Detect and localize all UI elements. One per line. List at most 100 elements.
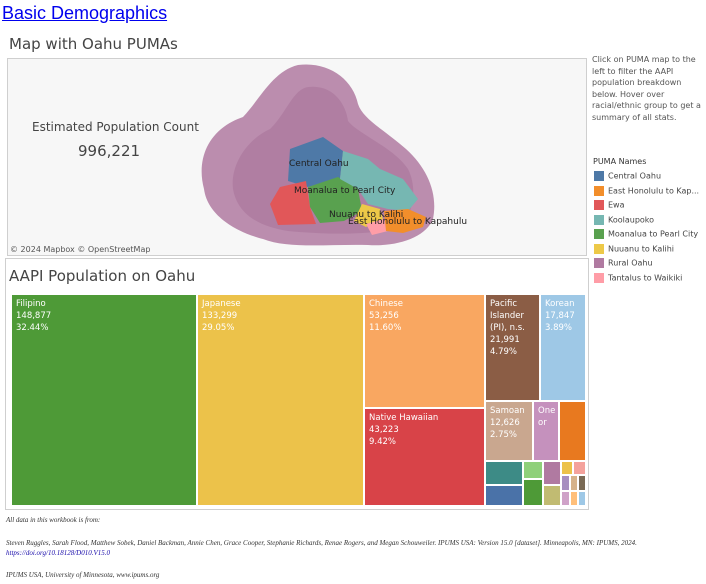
puma-tantalus — [366, 219, 388, 235]
treemap-cell[interactable]: Filipino 148,877 32.44% — [11, 294, 197, 506]
treemap-small-cell[interactable] — [561, 491, 570, 506]
treemap-small-cell[interactable] — [543, 461, 561, 485]
treemap-cell-text: 133,299 — [202, 311, 238, 321]
treemap-cell-text: Native Hawaiian — [369, 413, 439, 423]
treemap-cell[interactable] — [559, 401, 586, 461]
treemap-cell-text: 4.79% — [490, 347, 518, 357]
map-label-central-oahu: Central Oahu — [289, 159, 349, 169]
puma-central-oahu — [288, 137, 343, 187]
treemap-cell-text: Islander — [490, 311, 525, 321]
legend-swatch — [594, 229, 604, 239]
legend-swatch — [594, 243, 604, 254]
map-attribution[interactable]: © 2024 Mapbox © OpenStreetMap — [10, 245, 151, 254]
legend-item[interactable]: Tantalus to Waikiki — [594, 272, 683, 285]
treemap-cell-text: 2.75% — [490, 430, 518, 440]
treemap-small-cell[interactable] — [485, 461, 523, 485]
treemap-cell-text: 21,991 — [490, 335, 520, 345]
legend-swatch — [594, 185, 604, 196]
legend-label: Koolaupoko — [608, 215, 655, 224]
legend-title: PUMA Names — [593, 157, 647, 166]
treemap-cell-text: One — [538, 406, 556, 416]
treemap-small-cell[interactable] — [543, 485, 561, 506]
treemap-cell-text: Filipino — [16, 299, 46, 309]
treemap-cell-text: 43,223 — [369, 425, 399, 435]
treemap-small-cell[interactable] — [573, 461, 586, 475]
footer-ipums: IPUMS USA, University of Minnesota, www.… — [6, 571, 160, 579]
legend-item[interactable]: Central Oahu — [594, 171, 661, 183]
treemap-small-cell[interactable] — [578, 491, 586, 506]
map-label-moanalua: Moanalua to Pearl City — [294, 186, 396, 196]
treemap-cell-text: 3.89% — [545, 323, 573, 333]
treemap-cell-text: or — [538, 418, 547, 428]
legend-swatch — [594, 214, 604, 225]
treemap-cell[interactable]: Chinese 53,256 11.60% — [364, 294, 485, 408]
treemap-frame: Filipino 148,877 32.44% Japanese 133,299 29.0… — [5, 258, 589, 510]
footer-citation-text: Steven Ruggles, Sarah Flood, Matthew Sob… — [6, 539, 637, 547]
legend-swatch — [594, 272, 604, 283]
footer-citation: Steven Ruggles, Sarah Flood, Matthew Sob… — [6, 538, 700, 558]
treemap-small-cell[interactable] — [523, 479, 543, 506]
treemap-small-cell[interactable] — [523, 461, 543, 479]
treemap-small-cell[interactable] — [578, 475, 586, 491]
puma-east-honolulu — [384, 209, 426, 233]
legend-swatch — [594, 200, 604, 210]
treemap-small-cell[interactable] — [561, 461, 573, 475]
legend-label: Tantalus to Waikiki — [608, 273, 683, 282]
treemap-cell-text: 12,626 — [490, 418, 520, 428]
treemap-cell-text: 32.44% — [16, 323, 49, 333]
treemap-cell-text: 11.60% — [369, 323, 402, 333]
treemap-cell[interactable]: Pacific Islander (PI), n.s. 21,991 4.79% — [485, 294, 540, 401]
treemap-cell[interactable]: Native Hawaiian 43,223 9.42% — [364, 408, 485, 506]
treemap-cell-text: 17,847 — [545, 311, 575, 321]
puma-ewa — [270, 181, 316, 225]
puma-map[interactable]: Estimated Population Count 996,221 Centr… — [7, 58, 587, 256]
legend-label: East Honolulu to Kap... — [608, 186, 700, 195]
map-section-title: Map with Oahu PUMAs — [9, 35, 178, 53]
footer-doi-link[interactable]: https://doi.org/10.18128/D010.V15.0 — [6, 549, 110, 557]
treemap-cell[interactable]: Korean 17,847 3.89% — [540, 294, 586, 401]
map-label-nuuanu: Nuuanu to Kalihi — [329, 210, 404, 220]
treemap-cell-text: 148,877 — [16, 311, 52, 321]
treemap-cell-text: Chinese — [369, 299, 403, 309]
oahu-map-svg[interactable] — [8, 59, 586, 255]
legend-item[interactable]: Moanalua to Pearl City — [594, 229, 698, 241]
legend-item[interactable]: East Honolulu to Kap... — [594, 185, 700, 198]
legend-swatch — [594, 258, 604, 268]
treemap-cell-text: 53,256 — [369, 311, 399, 321]
treemap-cell-text: Samoan — [490, 406, 525, 416]
legend-label: Ewa — [608, 200, 625, 210]
treemap-small-cell[interactable] — [561, 475, 570, 491]
puma-nuuanu — [354, 204, 383, 227]
puma-moanalua — [308, 177, 362, 223]
treemap-small-cell[interactable] — [570, 491, 578, 506]
legend-item[interactable]: Nuuanu to Kalihi — [594, 243, 675, 256]
estimate-label: Estimated Population Count — [32, 120, 199, 134]
treemap-cell[interactable]: Samoan 12,626 2.75% — [485, 401, 533, 461]
treemap-small-cell[interactable] — [485, 485, 523, 506]
page-title-link[interactable]: Basic Demographics — [2, 3, 168, 23]
treemap-cell-text: 9.42% — [369, 437, 397, 447]
footer-source-intro: All data in this workbook is from: — [6, 516, 101, 524]
legend-item[interactable]: Koolaupoko — [594, 214, 655, 227]
legend-swatch — [594, 171, 604, 181]
legend-label: Central Oahu — [608, 171, 662, 181]
legend-label: Moanalua to Pearl City — [608, 229, 699, 239]
treemap-cell-text: Pacific — [490, 299, 518, 309]
treemap-cell-text: 29.05% — [202, 323, 235, 333]
treemap-small-cell[interactable] — [570, 475, 578, 491]
puma-koolaupoko — [340, 151, 418, 211]
legend-label: Rural Oahu — [608, 258, 653, 268]
map-instructions: Click on PUMA map to the left to filter … — [592, 55, 701, 122]
legend-item[interactable]: Ewa — [594, 200, 625, 212]
legend-label: Nuuanu to Kalihi — [608, 244, 675, 253]
treemap-cell-text: (PI), n.s. — [490, 323, 525, 333]
treemap-cell-text: Japanese — [202, 299, 241, 309]
treemap-cell[interactable]: Japanese 133,299 29.05% — [197, 294, 364, 506]
map-label-east-honolulu: East Honolulu to Kapahulu — [348, 217, 468, 227]
legend-item[interactable]: Rural Oahu — [594, 258, 653, 270]
treemap-title: AAPI Population on Oahu — [9, 267, 196, 285]
treemap-cell[interactable]: One or — [533, 401, 559, 461]
treemap-cell-text: Korean — [545, 299, 575, 309]
estimate-value: 996,221 — [78, 142, 141, 160]
aapi-treemap[interactable]: Filipino 148,877 32.44% Japanese 133,299 29.0… — [11, 294, 586, 506]
